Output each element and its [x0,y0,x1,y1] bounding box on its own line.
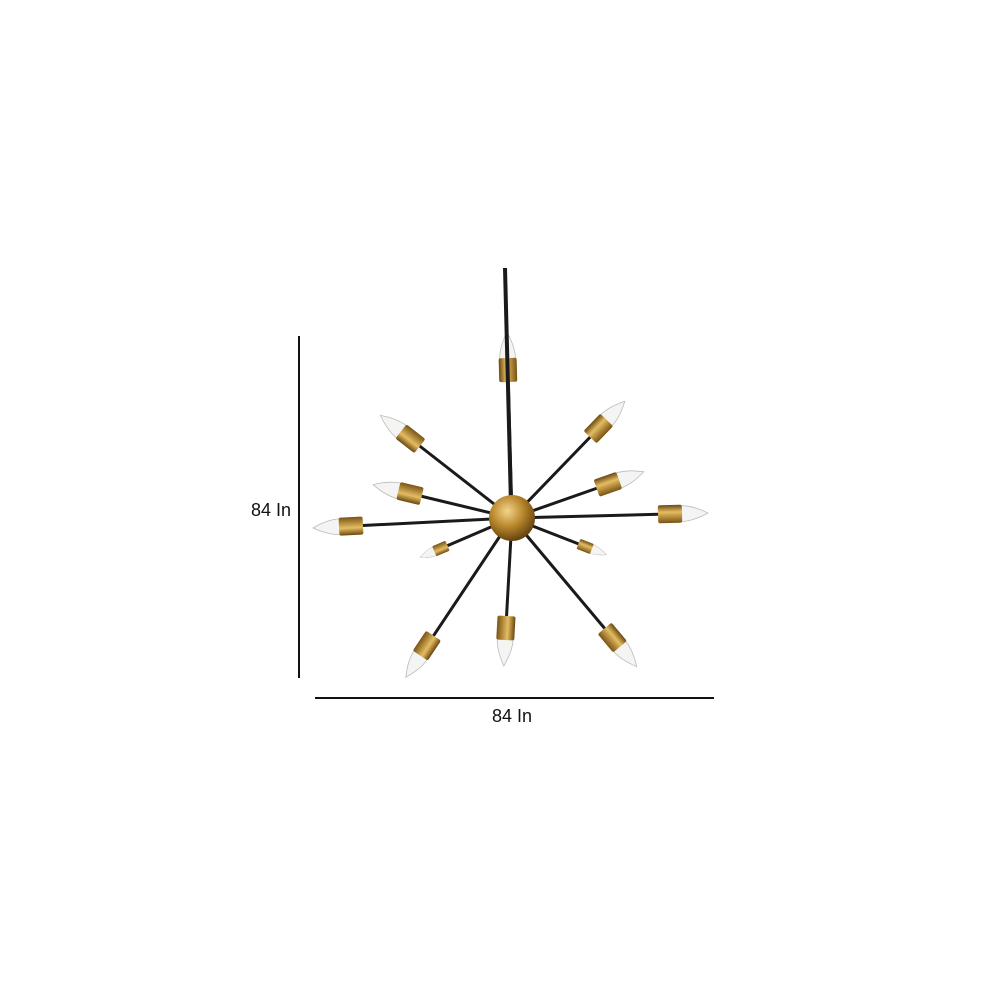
brass-socket [413,631,441,660]
light-bulb [496,637,514,667]
brass-socket [432,541,450,556]
brass-socket [584,414,613,443]
brass-socket [598,623,627,652]
brass-socket [594,472,622,497]
chandelier-arm [312,516,513,536]
center-sphere [489,495,535,541]
width-dimension-label: 84 In [492,706,533,726]
light-bulb [419,546,438,558]
brass-socket [338,516,364,536]
brass-socket [576,539,594,554]
chandelier-arm [405,517,514,679]
arm-rod [352,516,513,528]
brass-socket [657,504,683,524]
brass-socket [396,425,425,453]
chandelier-arm [511,504,709,524]
light-bulb [679,505,709,523]
brass-socket [396,482,424,505]
light-bulb [614,470,645,490]
arm-rod [511,512,669,520]
hanging-rod [503,267,513,506]
width-dimension-line [315,697,714,699]
height-dimension-line [298,336,300,678]
light-bulb [312,518,342,535]
arm-rod [510,517,613,637]
light-bulb [372,481,403,500]
brass-socket [496,615,516,641]
chandelier-arm [510,517,638,668]
chandelier-arm [510,400,626,520]
arm-rod [426,517,514,645]
light-bulb [588,543,607,556]
height-dimension-label: 84 In [251,500,292,520]
